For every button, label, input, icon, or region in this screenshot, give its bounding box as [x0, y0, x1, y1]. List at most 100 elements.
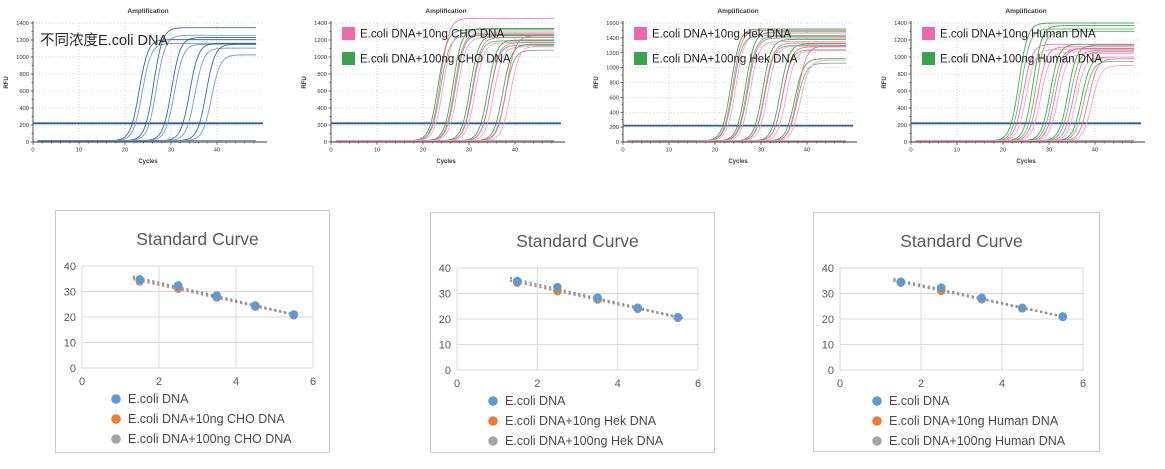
y-tick-label: 400 [19, 106, 29, 112]
y-tick-label: 0 [70, 363, 76, 375]
y-tick-label: 600 [19, 89, 29, 95]
x-tick-label: 10 [374, 148, 380, 154]
y-tick-label: 200 [19, 123, 29, 129]
x-tick-label: 20 [122, 148, 128, 154]
y-tick-label: 1400 [314, 21, 327, 27]
chart-title: Amplification [1005, 8, 1046, 15]
y-tick-label: 1200 [606, 51, 619, 57]
amplification-chart-ecoli: 0 200 400 600 800 1000 1200 1400 0 10 20 30 40 Amplif… [0, 0, 291, 185]
y-tick-label: 200 [897, 123, 907, 129]
y-tick-label: 40 [822, 263, 834, 275]
amplification-curve [37, 43, 257, 142]
legend-swatch [342, 27, 355, 40]
y-tick-label: 0 [904, 140, 907, 146]
amplification-plot: 0 200 400 600 800 1000 1200 1400 0 10 20 30 40 Amplif… [882, 8, 1145, 165]
std-chart-group: Standard Curve 0 10 20 30 40 0 2 4 6 E.coli DNA E.c… [439, 231, 701, 448]
amplification-chart-cho: 0 200 400 600 800 1000 1200 1400 0 10 20 30 40 Amplif… [298, 0, 589, 185]
amplification-curve [627, 59, 847, 142]
y-tick-label: 0 [445, 365, 451, 377]
y-tick-label: 1400 [16, 21, 29, 27]
legend-swatch [634, 52, 647, 65]
standard-curve-chart-hek: Standard Curve 0 10 20 30 40 0 2 4 6 E.coli DNA E.c… [430, 212, 715, 453]
amplification-curve [37, 37, 257, 142]
x-tick-label: 0 [621, 148, 624, 154]
std-chart-group: Standard Curve 0 10 20 30 40 0 2 4 6 E.coli DNA E.c… [822, 231, 1086, 448]
y-tick-label: 0 [26, 140, 29, 146]
y-tick-label: 1000 [606, 66, 619, 72]
amplification-curve [37, 47, 257, 142]
y-tick-label: 1000 [16, 55, 29, 61]
y-tick-label: 1200 [314, 38, 327, 44]
y-tick-label: 20 [439, 314, 451, 326]
x-tick-label: 6 [310, 376, 316, 388]
y-tick-label: 20 [64, 312, 76, 324]
y-tick-label: 10 [822, 340, 834, 352]
legend-swatch [488, 396, 498, 406]
x-tick-label: 4 [615, 378, 621, 390]
y-tick-label: 1400 [894, 21, 907, 27]
legend-label: E.coli DNA+10ng Human DNA [940, 29, 1096, 41]
x-tick-label: 6 [1080, 378, 1086, 390]
amplification-curve [37, 34, 257, 142]
y-tick-label: 1600 [606, 21, 619, 27]
y-tick-label: 600 [897, 89, 907, 95]
standard-curve-chart-human: Standard Curve 0 10 20 30 40 0 2 4 6 E.coli DNA E.c… [813, 212, 1100, 452]
x-tick-label: 30 [1046, 148, 1052, 154]
data-point [1017, 303, 1027, 313]
amp-chart-group: 0 200 400 600 800 1000 1200 1400 0 10 20 30 40 Amplif… [882, 8, 1145, 165]
legend-swatch [634, 27, 647, 40]
amplification-curve [915, 58, 1135, 142]
x-tick-label: 2 [918, 378, 924, 390]
data-point [633, 303, 643, 313]
y-tick-label: 600 [317, 89, 327, 95]
y-tick-label: 400 [609, 110, 619, 116]
y-tick-label: 1400 [606, 36, 619, 42]
legend-label: E.coli DNA+10ng Hek DNA [505, 414, 657, 428]
annotation-text: 不同浓度E.coli DNA [40, 32, 168, 49]
legend-swatch [922, 52, 935, 65]
std-chart-group: Standard Curve 0 10 20 30 40 0 2 4 6 E.coli DNA E.c… [64, 229, 316, 446]
data-point [135, 274, 145, 284]
y-tick-label: 10 [439, 340, 451, 352]
chart-title: Standard Curve [900, 231, 1023, 251]
x-tick-label: 0 [329, 148, 332, 154]
y-tick-label: 30 [64, 287, 76, 299]
legend-label: E.coli DNA+10ng Human DNA [889, 414, 1059, 428]
y-tick-label: 1200 [894, 38, 907, 44]
y-tick-label: 30 [822, 289, 834, 301]
x-tick-label: 2 [156, 376, 162, 388]
data-point [1058, 312, 1068, 322]
x-axis-title: Cycles [138, 159, 158, 165]
x-tick-label: 10 [954, 148, 960, 154]
legend-label: E.coli DNA+100ng CHO DNA [360, 54, 511, 66]
legend-swatch [488, 436, 498, 446]
y-tick-label: 40 [439, 263, 451, 275]
y-axis-title: RFU [594, 76, 600, 88]
legend-label: E.coli DNA+100ng Human DNA [889, 434, 1066, 448]
amplification-curve [915, 65, 1135, 142]
x-tick-label: 4 [233, 376, 239, 388]
data-point [673, 312, 683, 322]
y-axis-title: RFU [882, 76, 888, 88]
x-tick-label: 6 [695, 378, 701, 390]
chart-title: Amplification [127, 8, 168, 15]
legend-label: E.coli DNA [505, 394, 566, 408]
legend-swatch [872, 396, 882, 406]
y-axis-title: RFU [302, 76, 308, 88]
standard-curve-chart-cho: Standard Curve 0 10 20 30 40 0 2 4 6 E.coli DNA E.c… [55, 210, 330, 453]
amplification-curve [335, 45, 555, 142]
legend-swatch [111, 394, 121, 404]
y-tick-label: 200 [609, 125, 619, 131]
y-tick-label: 0 [828, 365, 834, 377]
data-point [512, 276, 522, 286]
amplification-curve [37, 42, 257, 142]
series-e-coli-dna [37, 27, 257, 142]
legend-swatch [111, 434, 121, 444]
legend-label: E.coli DNA+10ng CHO DNA [360, 29, 504, 41]
x-tick-label: 40 [512, 148, 518, 154]
data-point [936, 283, 946, 292]
y-tick-label: 30 [439, 289, 451, 301]
y-axis-title: RFU [4, 76, 10, 88]
x-tick-label: 30 [168, 148, 174, 154]
